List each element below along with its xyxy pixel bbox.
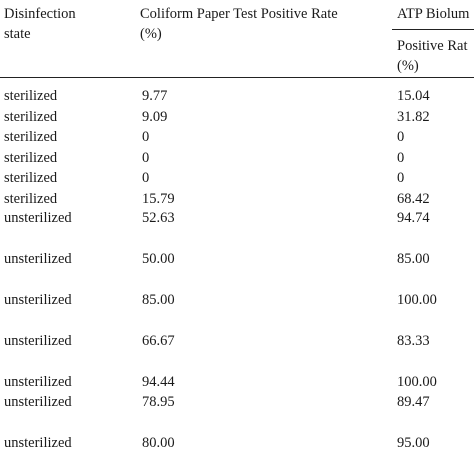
header-coliform-rate-line1: Coliform Paper Test Positive Rate (140, 6, 338, 22)
cell-state: sterilized (4, 129, 58, 145)
cell-coliform: 15.79 (142, 191, 175, 207)
cell-atp: 83.33 (397, 333, 430, 349)
cell-state: unsterilized (4, 374, 72, 390)
cell-state: unsterilized (4, 292, 72, 308)
cell-coliform: 80.00 (142, 435, 175, 451)
header-coliform-rate-line2: (%) (140, 26, 162, 42)
cell-state: sterilized (4, 150, 58, 166)
cell-atp: 100.00 (397, 292, 437, 308)
cell-state: unsterilized (4, 435, 72, 451)
cell-coliform: 0 (142, 129, 150, 145)
header-disinfection-state-line2: state (4, 26, 31, 42)
cell-coliform: 0 (142, 170, 150, 186)
cell-atp: 15.04 (397, 88, 430, 104)
cell-state: sterilized (4, 109, 58, 125)
header-atp-positive-rate-line1: Positive Rat (397, 38, 468, 54)
cell-atp: 85.00 (397, 251, 430, 267)
cell-state: sterilized (4, 191, 58, 207)
cell-state: unsterilized (4, 251, 72, 267)
header-coliform-rate: Coliform Paper Test Positive Rate (%) (140, 4, 338, 44)
cell-atp: 31.82 (397, 109, 430, 125)
header-atp-positive-rate-line2: (%) (397, 58, 419, 74)
cell-atp: 89.47 (397, 394, 430, 410)
cell-atp: 0 (397, 170, 405, 186)
cell-atp: 100.00 (397, 374, 437, 390)
header-bottom-rule (0, 77, 474, 78)
cell-atp: 95.00 (397, 435, 430, 451)
cell-coliform: 9.77 (142, 88, 168, 104)
header-disinfection-state: Disinfection state (4, 4, 76, 44)
cell-atp: 0 (397, 150, 405, 166)
cell-atp: 0 (397, 129, 405, 145)
cell-coliform: 50.00 (142, 251, 175, 267)
header-atp-group: ATP Biolum (397, 6, 470, 22)
cell-state: sterilized (4, 88, 58, 104)
cell-coliform: 9.09 (142, 109, 168, 125)
cell-coliform: 94.44 (142, 374, 175, 390)
cell-atp: 94.74 (397, 210, 430, 226)
header-atp-positive-rate: Positive Rat (%) (397, 36, 468, 76)
cell-coliform: 0 (142, 150, 150, 166)
header-disinfection-state-line1: Disinfection (4, 6, 76, 22)
cell-coliform: 85.00 (142, 292, 175, 308)
cell-state: unsterilized (4, 394, 72, 410)
atp-group-underline (392, 29, 474, 30)
cell-state: sterilized (4, 170, 58, 186)
cell-atp: 68.42 (397, 191, 430, 207)
cell-coliform: 52.63 (142, 210, 175, 226)
cell-coliform: 66.67 (142, 333, 175, 349)
cell-state: unsterilized (4, 210, 72, 226)
cell-coliform: 78.95 (142, 394, 175, 410)
cell-state: unsterilized (4, 333, 72, 349)
